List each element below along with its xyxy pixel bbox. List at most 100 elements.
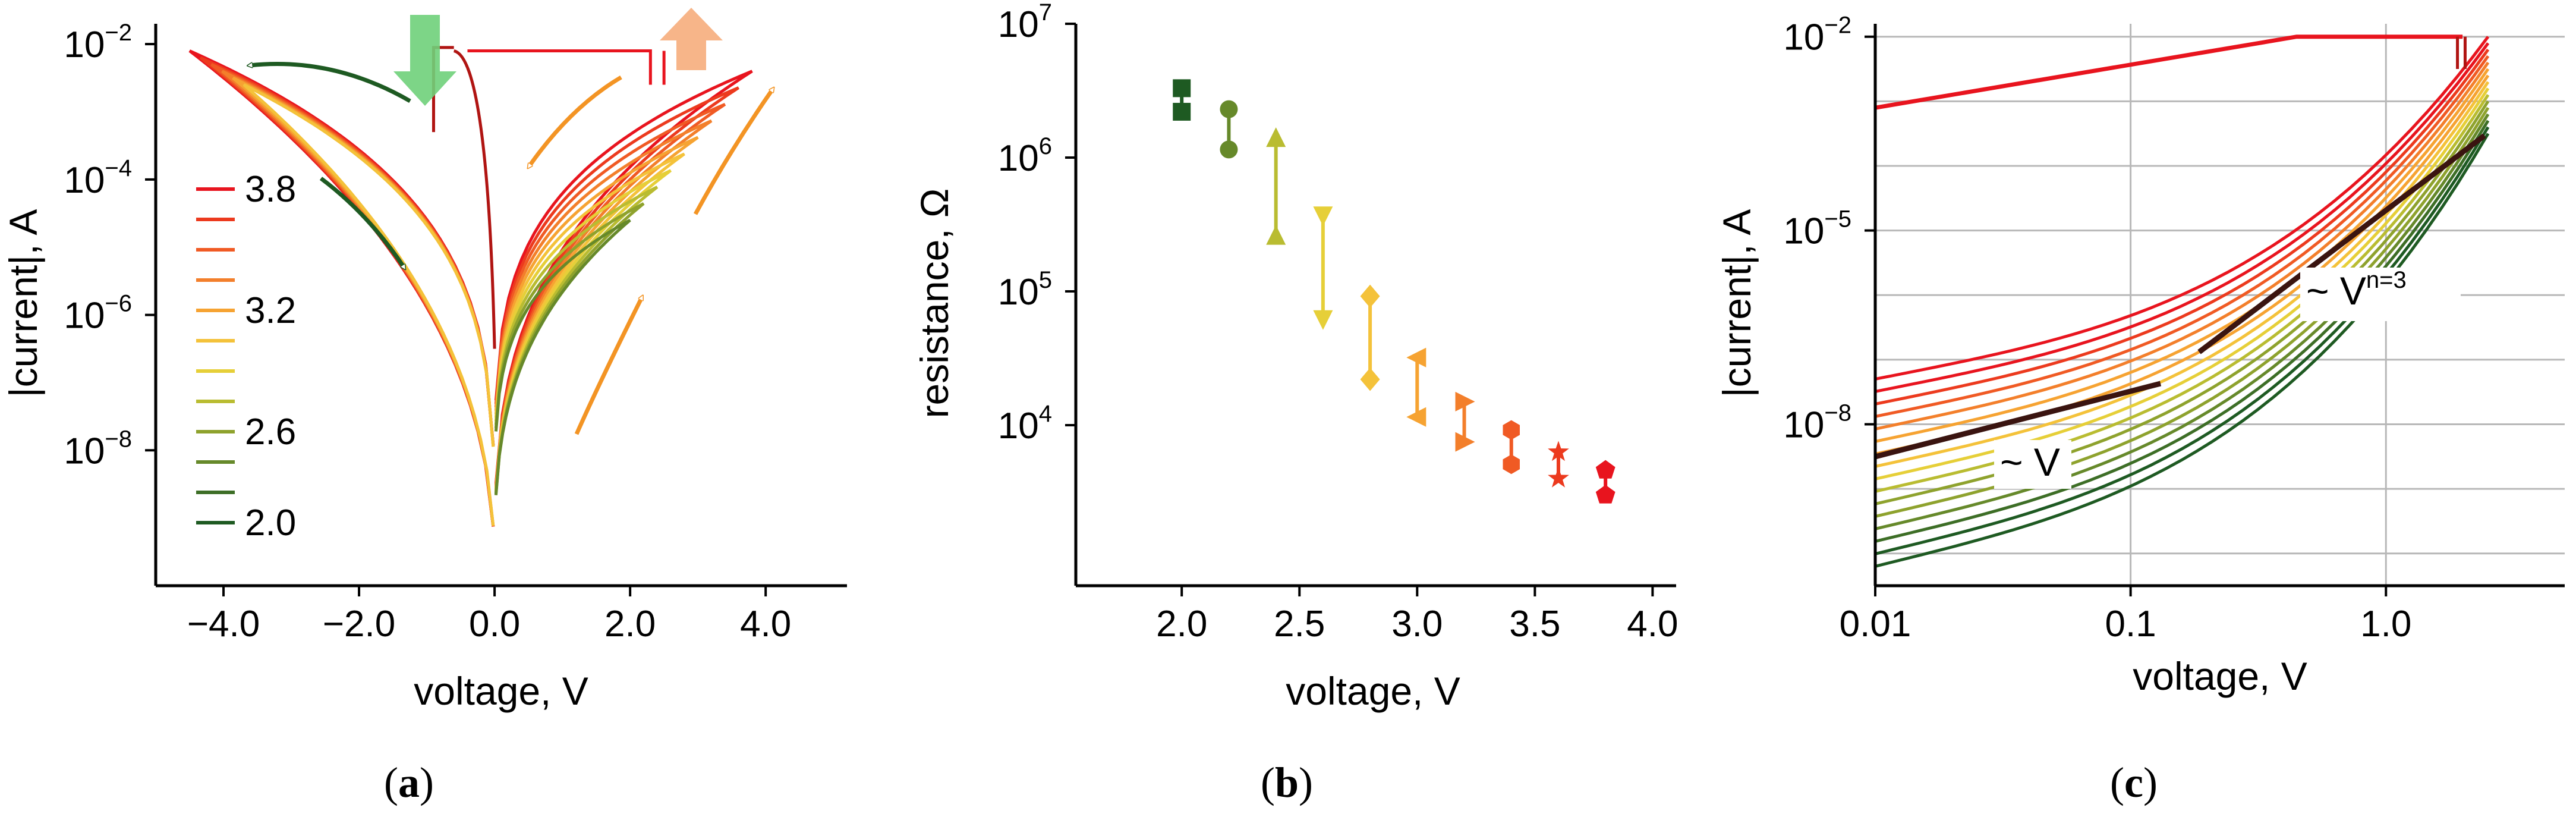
marker-triangle-down (1313, 206, 1333, 227)
marker-triangle-right (1455, 391, 1475, 411)
iv-curve-positive (494, 103, 726, 486)
marker-star (1548, 467, 1569, 488)
marker-square (1173, 102, 1191, 121)
iv-curve-loglog (1875, 120, 2490, 543)
tick-base: 10 (998, 138, 1039, 179)
iv-curve-loglog (1875, 68, 2490, 443)
iv-curve-loglog (1875, 81, 2490, 468)
x-tick-label: 2.5 (1274, 604, 1325, 645)
svg-text:(c): (c) (2110, 759, 2158, 806)
marker-triangle-left (1406, 347, 1426, 367)
marker-circle (1220, 100, 1238, 118)
panel-a-x-label: voltage, V (414, 669, 588, 713)
marker-triangle-left (1406, 407, 1426, 427)
x-tick-label: 3.0 (1391, 604, 1443, 645)
tick-base: 10 (64, 296, 105, 337)
svg-text:~ Vn=3: ~ Vn=3 (2306, 267, 2407, 313)
lrs-step (2456, 36, 2467, 70)
panel-a-x-ticks: −4.0 −2.0 0.0 2.0 4.0 (187, 586, 791, 645)
tick-exponent: −5 (1824, 206, 1851, 233)
iv-curve-loglog (1875, 113, 2490, 530)
legend-label: 3.8 (245, 169, 296, 210)
tick-base: 10 (64, 160, 105, 201)
x-tick-label: 3.5 (1509, 604, 1560, 645)
x-tick-label: 0.01 (1840, 604, 1911, 645)
tick-exponent: −8 (1824, 400, 1851, 426)
lrs-curve (1875, 34, 2463, 110)
y-tick-label: 107 (998, 0, 1052, 45)
y-tick-label: 10−2 (1783, 12, 1851, 58)
svg-text:(a): (a) (384, 759, 434, 806)
panel-a-caption: (a) (384, 759, 434, 806)
marker-triangle-up (1266, 225, 1286, 245)
reset-curve (453, 49, 496, 349)
arrow-set-down-icon (393, 15, 456, 106)
marker-triangle-down (1313, 310, 1333, 330)
fit-line-power-law (2197, 133, 2486, 354)
iv-curve-positive (494, 136, 699, 489)
sweep-arrow-icon (693, 89, 773, 215)
x-tick-label: −4.0 (187, 604, 260, 645)
tick-base: 10 (998, 272, 1039, 313)
panel-a-y-label: |current|, A (1, 209, 45, 398)
panel-b-caption: (b) (1261, 759, 1313, 806)
iv-curve-positive (494, 86, 739, 485)
y-tick-label: 106 (998, 133, 1052, 179)
panel-a-sweep-arrows (250, 8, 773, 435)
tick-exponent: −2 (105, 20, 132, 46)
x-tick-label: 4.0 (1627, 604, 1678, 645)
tick-exponent: 5 (1039, 267, 1052, 293)
panel-a-plot: −4.0 −2.0 0.0 2.0 4.0 10−210−410−610−8 3.83.… (1, 8, 847, 713)
x-tick-label: 0.0 (469, 604, 520, 645)
iv-curve-negative (243, 83, 495, 526)
marker-hexagon (1503, 454, 1520, 475)
panel-c-fit-lines (1874, 133, 2486, 460)
tick-base: 10 (1783, 211, 1824, 252)
sweep-arrow-icon (250, 62, 411, 103)
sweep-arrow-icon (574, 297, 644, 435)
tick-base: 10 (64, 24, 105, 65)
panel-c-annotation-ohmic: ~ V (1994, 440, 2071, 489)
tick-exponent: 4 (1039, 401, 1052, 427)
arrow-reset-up-icon (660, 8, 723, 70)
iv-curve-loglog (1875, 42, 2490, 393)
x-tick-label: 0.1 (2105, 604, 2156, 645)
iv-curve-loglog (1875, 36, 2490, 381)
panel-b-y-label: resistance, Ω (912, 188, 956, 419)
tick-exponent: 7 (1039, 0, 1052, 26)
iv-curve-loglog (1875, 106, 2490, 518)
marker-circle (1220, 140, 1238, 159)
x-tick-label: −2.0 (323, 604, 395, 645)
marker-square (1173, 79, 1191, 98)
iv-curve-positive (494, 218, 631, 495)
tick-exponent: −4 (105, 155, 132, 181)
tick-exponent: −6 (105, 291, 132, 317)
panel-c-annotation-power-law: ~ Vn=3 (2300, 267, 2461, 321)
iv-curve-positive (494, 152, 685, 491)
sweep-arrow-icon (319, 177, 404, 268)
panel-a-y-ticks: 10−210−410−610−8 (64, 20, 156, 472)
annotation-background (1994, 440, 2071, 489)
x-tick-label: 2.0 (1156, 604, 1207, 645)
legend-label: 3.2 (245, 290, 296, 331)
panel-a-iv-curves (188, 46, 753, 527)
tick-exponent: −2 (1824, 12, 1851, 39)
legend-label: 2.6 (245, 411, 296, 453)
y-tick-label: 10−5 (1783, 206, 1851, 252)
marker-pentagon (1595, 485, 1615, 504)
marker-pentagon (1595, 460, 1615, 479)
marker-diamond (1360, 284, 1380, 308)
sweep-arrow-icon (529, 75, 622, 166)
marker-triangle-up (1266, 127, 1286, 147)
tick-base: 10 (998, 4, 1039, 45)
panel-a-legend: 3.8 3.2 2.6 2.0 (196, 169, 296, 543)
panel-c: ~ V ~ Vn=3 0.01 0.1 1.0 10−210−510−8 volta… (1715, 12, 2565, 806)
tick-base: 10 (1783, 17, 1824, 58)
y-tick-label: 10−8 (64, 426, 132, 472)
svg-text:~ V: ~ V (2000, 440, 2060, 484)
y-tick-label: 104 (998, 401, 1052, 447)
panel-c-x-ticks: 0.01 0.1 1.0 (1840, 586, 2411, 645)
iv-curve-loglog (1875, 94, 2490, 493)
